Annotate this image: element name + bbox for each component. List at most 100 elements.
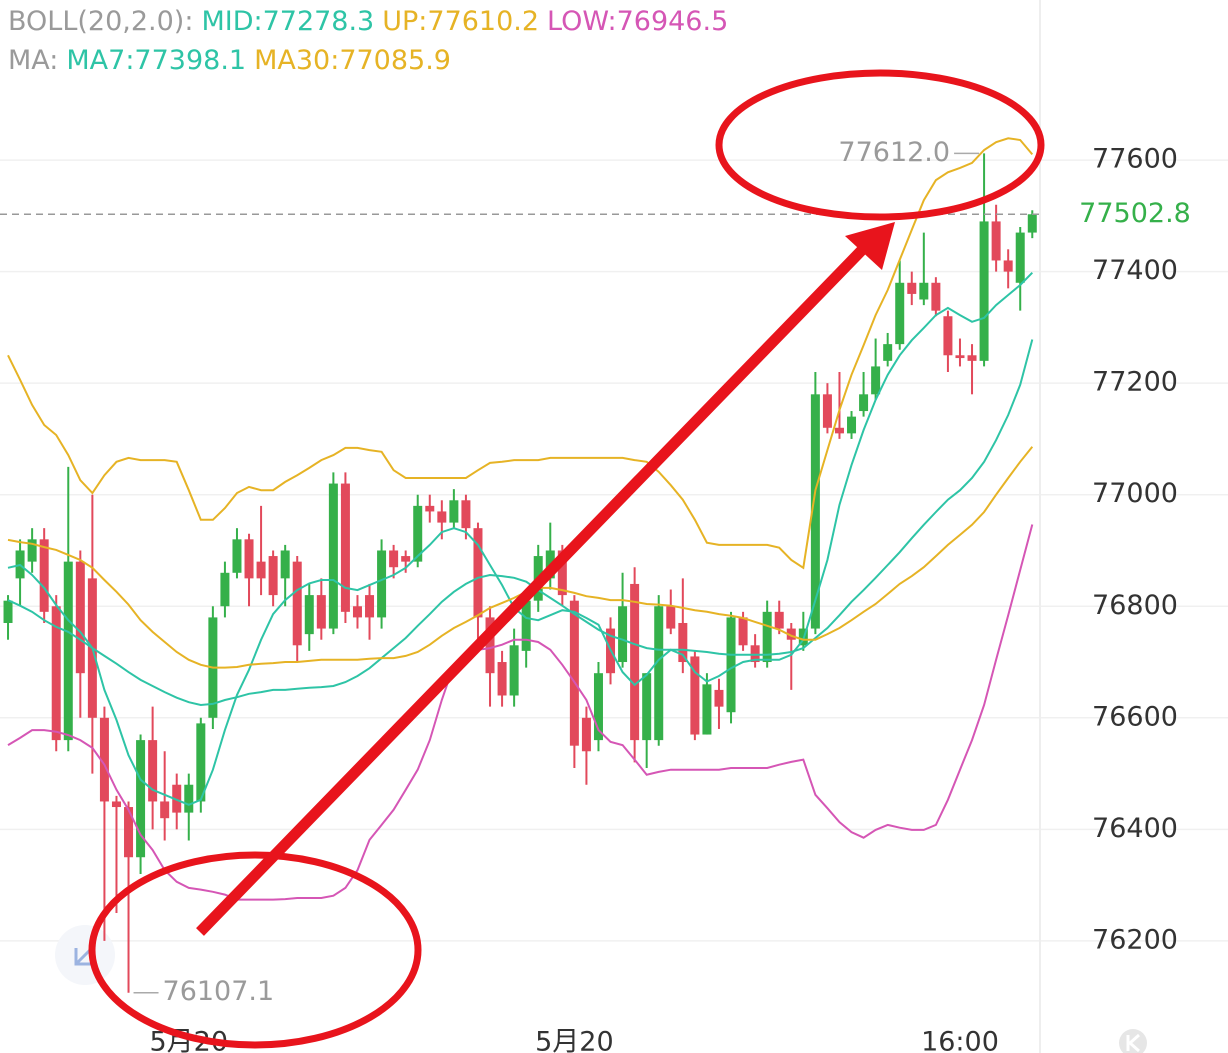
candle-body <box>328 483 338 629</box>
y-tick-label: 76400 <box>1092 813 1178 844</box>
legend-row: MA: MA7:77398.1 MA30:77085.9 <box>8 45 451 76</box>
legend-entry: MA7:77398.1 <box>66 45 246 76</box>
candle-body <box>485 617 495 674</box>
candle-body <box>304 595 314 635</box>
y-tick-label: 77400 <box>1092 255 1178 286</box>
indicator-line <box>7 137 1034 570</box>
candle-body <box>991 221 1001 261</box>
candle-body <box>232 539 242 573</box>
highlight-circle <box>715 69 1045 221</box>
indicator-line <box>7 524 1034 901</box>
candle-body <box>1003 260 1013 272</box>
extreme-label: 76107.1 <box>163 976 275 1007</box>
candle-body <box>461 500 471 529</box>
candle-body <box>268 556 278 596</box>
candle-body <box>148 740 158 802</box>
candle-body <box>220 572 230 607</box>
candle-body <box>654 606 664 741</box>
candle-body <box>497 662 507 696</box>
candle-body <box>184 784 194 813</box>
indicator-line <box>7 339 1034 707</box>
candle-body <box>702 684 712 735</box>
candle-body <box>762 611 772 663</box>
legend-entry: UP:77610.2 <box>382 6 539 37</box>
candle-body <box>39 539 49 612</box>
candle-body <box>1027 214 1037 233</box>
candle-body <box>136 740 146 858</box>
k-icon-glyph <box>1126 1033 1140 1053</box>
candle-body <box>774 611 784 629</box>
candle-body <box>63 561 73 741</box>
legend-row: BOLL(20,2.0): MID:77278.3 UP:77610.2 LOW:76… <box>8 6 728 37</box>
candle-body <box>738 617 748 646</box>
candle-body <box>678 622 688 663</box>
legend: BOLL(20,2.0): MID:77278.3 UP:77610.2 LOW:76… <box>8 6 728 76</box>
candle-body <box>340 483 350 612</box>
last-price-label: 77502.8 <box>1079 198 1191 229</box>
candle-body <box>244 539 254 579</box>
indicator-line <box>7 271 1034 806</box>
y-tick-label: 76600 <box>1092 701 1178 732</box>
y-tick-label: 77200 <box>1092 367 1178 398</box>
candle-body <box>352 606 362 618</box>
candle-body <box>27 539 37 562</box>
candle-body <box>473 528 483 618</box>
candle-body <box>413 505 423 562</box>
candle-body <box>160 801 170 819</box>
candle-body <box>690 656 700 735</box>
candle-body <box>618 606 628 663</box>
candle-body <box>377 550 387 618</box>
candle-body <box>931 282 941 311</box>
candle-body <box>943 316 953 356</box>
candle-body <box>256 561 266 579</box>
candle-body <box>786 628 796 640</box>
legend-group-label: MA: <box>8 45 58 76</box>
candle-body <box>569 600 579 746</box>
x-tick-label: 16:00 <box>921 1027 999 1053</box>
candle-body <box>280 550 290 579</box>
candle-body <box>401 556 411 562</box>
candle-body <box>750 645 760 663</box>
arrow-shaft <box>196 246 866 936</box>
candle-body <box>3 600 13 623</box>
candle-body <box>967 355 977 361</box>
candle-body <box>979 221 989 361</box>
candle-body <box>859 394 869 412</box>
candle-body <box>714 689 724 707</box>
candle-body <box>437 511 447 523</box>
y-tick-label: 76200 <box>1092 924 1178 955</box>
candle-body <box>51 606 61 741</box>
legend-entry: MA30:77085.9 <box>254 45 451 76</box>
candle-body <box>907 282 917 294</box>
candle-body <box>955 355 965 359</box>
y-tick-label: 76800 <box>1092 590 1178 621</box>
x-tick-label: 5月20 <box>535 1027 614 1053</box>
candle-body <box>1015 232 1025 283</box>
arrow-head <box>845 222 895 270</box>
plot-area: 77502.8 77612.0 76107.1 <box>0 137 1191 1007</box>
candle-body <box>666 606 676 629</box>
y-tick-label: 77000 <box>1092 478 1178 509</box>
extreme-label: 77612.0 <box>838 137 950 168</box>
candle-body <box>389 550 399 568</box>
candle-body <box>726 617 736 713</box>
candle-body <box>124 807 134 858</box>
candle-body <box>810 394 820 629</box>
legend-group-label: BOLL(20,2.0): <box>8 6 193 37</box>
candle-body <box>316 595 326 629</box>
candle-body <box>425 505 435 512</box>
candle-body <box>593 673 603 741</box>
candle-body <box>895 282 905 345</box>
candle-body <box>75 561 85 674</box>
candle-body <box>883 344 893 361</box>
candle-body <box>521 600 531 651</box>
candle-body <box>99 717 109 802</box>
candle-body <box>871 366 881 395</box>
candle-body <box>557 550 567 596</box>
y-tick-label: 77600 <box>1092 144 1178 175</box>
candle-body <box>822 394 832 428</box>
grid: 76200 76400 76600 76800 77000 77200 77400 77600… <box>0 144 1228 1053</box>
highlight-circle <box>88 851 422 1049</box>
